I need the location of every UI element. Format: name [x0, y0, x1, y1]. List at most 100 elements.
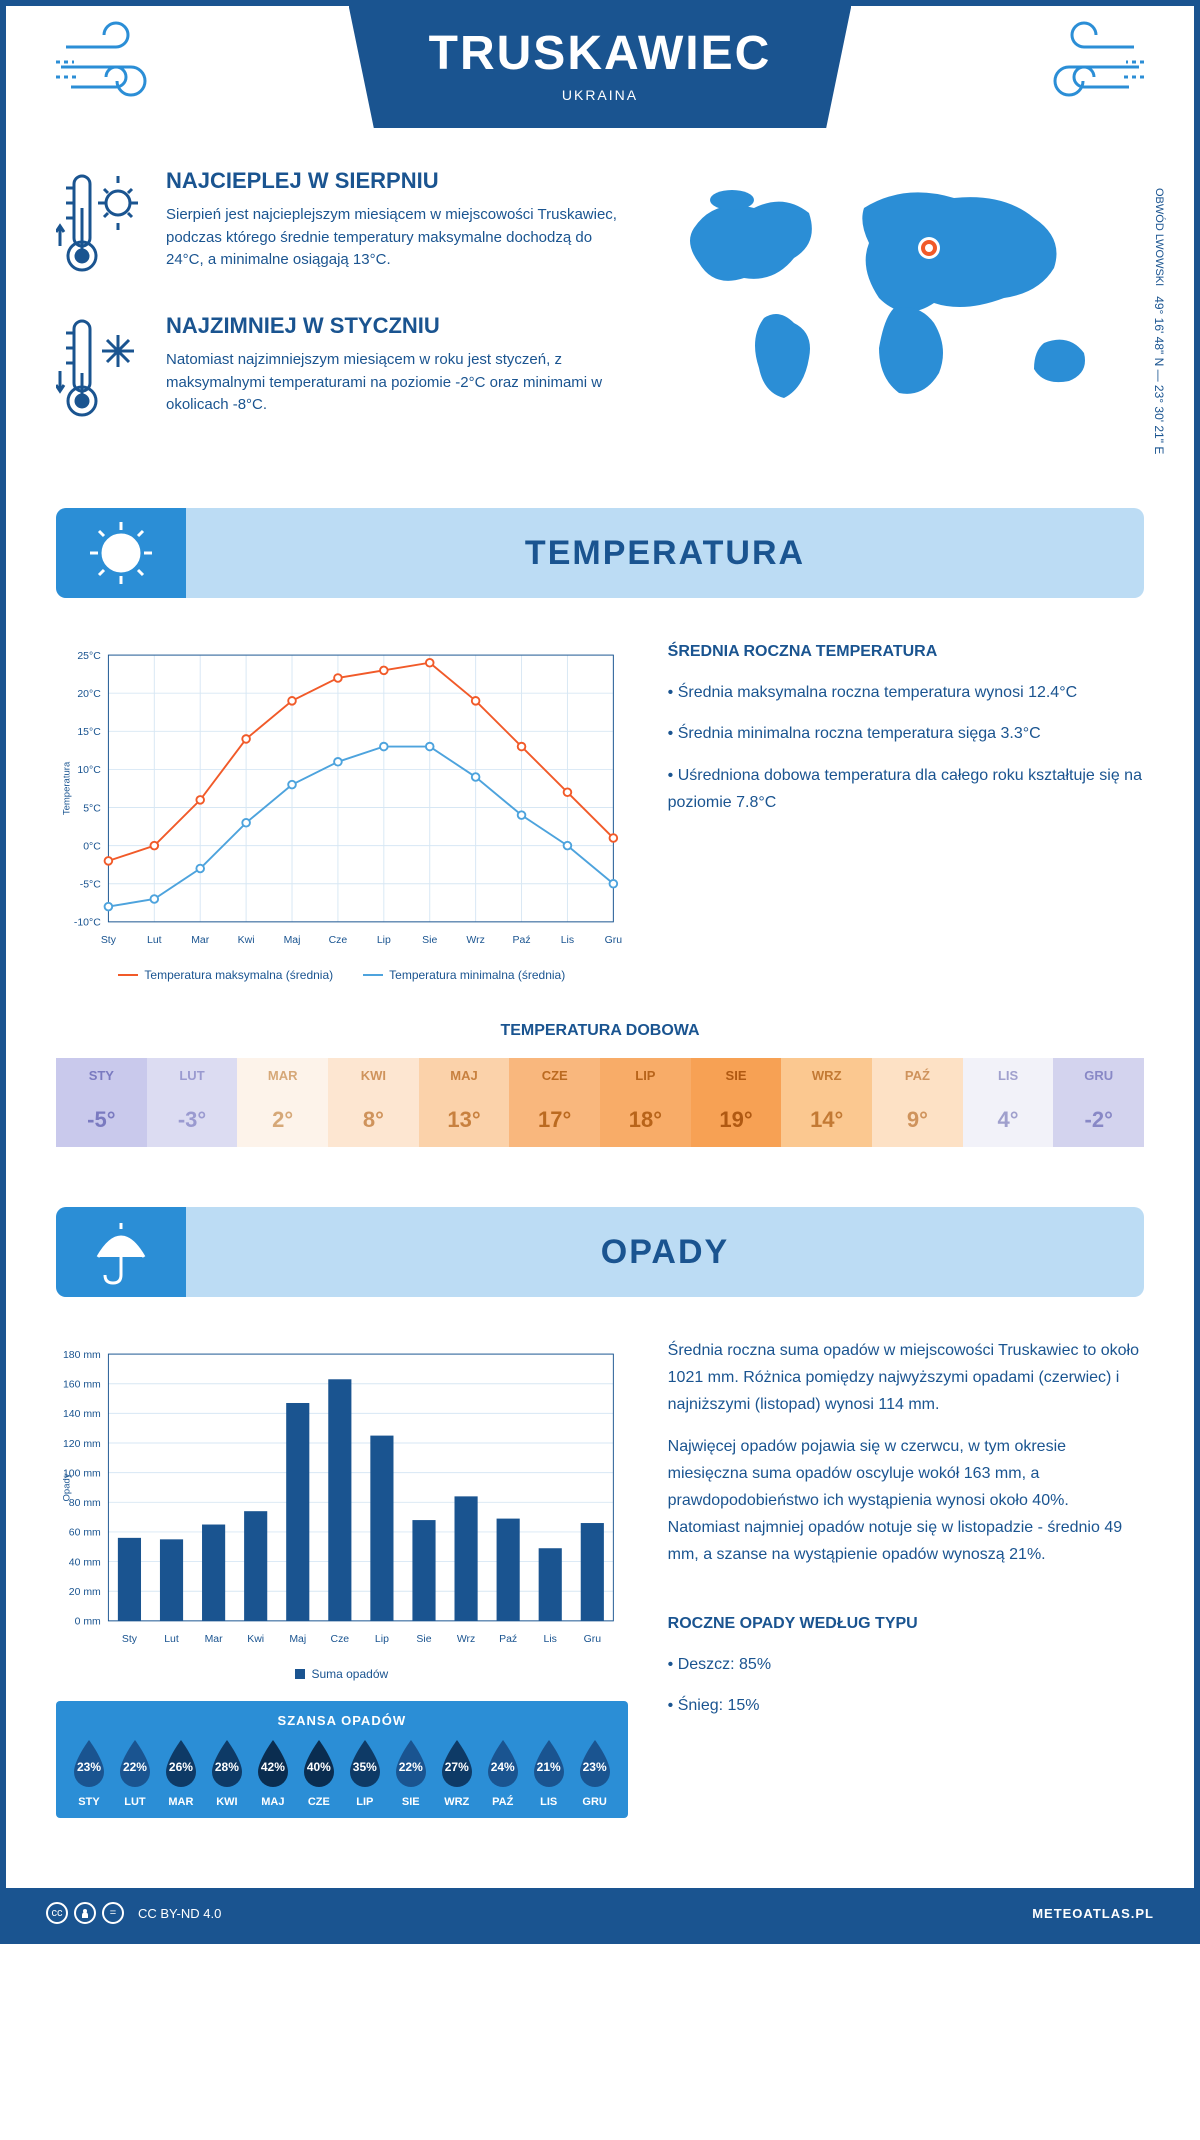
svg-text:Paź: Paź [513, 935, 531, 946]
chance-cell: 42%MAJ [250, 1738, 296, 1808]
chance-cell: 22%SIE [388, 1738, 434, 1808]
precip-chance-box: SZANSA OPADÓW 23%STY22%LUT26%MAR28%KWI42… [56, 1701, 628, 1818]
svg-text:140 mm: 140 mm [63, 1409, 101, 1420]
license-text: CC BY-ND 4.0 [138, 1906, 221, 1921]
thermometer-snow-icon [56, 313, 146, 428]
daily-cell: WRZ14° [781, 1058, 872, 1147]
footer: cc = CC BY-ND 4.0 METEOATLAS.PL [6, 1888, 1194, 1938]
title-banner: TRUSKAWIEC UKRAINA [349, 6, 852, 128]
svg-text:Gru: Gru [584, 1634, 602, 1645]
coldest-fact: NAJZIMNIEJ W STYCZNIU Natomiast najzimni… [56, 313, 624, 428]
svg-text:Maj: Maj [289, 1634, 306, 1645]
svg-text:Gru: Gru [605, 935, 623, 946]
svg-text:0 mm: 0 mm [75, 1617, 101, 1628]
chance-cell: 28%KWI [204, 1738, 250, 1808]
svg-text:10°C: 10°C [77, 765, 101, 776]
svg-text:0°C: 0°C [83, 841, 101, 852]
daily-cell: MAR2° [237, 1058, 328, 1147]
svg-text:Sty: Sty [101, 935, 117, 946]
warmest-fact: NAJCIEPLEJ W SIERPNIU Sierpień jest najc… [56, 168, 624, 283]
svg-text:180 mm: 180 mm [63, 1350, 101, 1361]
chance-cell: 35%LIP [342, 1738, 388, 1808]
daily-cell: CZE17° [509, 1058, 600, 1147]
cc-icon: cc [46, 1902, 68, 1924]
coldest-text: Natomiast najzimniejszym miesiącem w rok… [166, 349, 624, 417]
annual-temp-text: ŚREDNIA ROCZNA TEMPERATURA • Średnia mak… [668, 638, 1144, 982]
svg-text:Lis: Lis [561, 935, 574, 946]
coldest-title: NAJZIMNIEJ W STYCZNIU [166, 313, 624, 339]
svg-text:-10°C: -10°C [74, 918, 101, 929]
chance-cell: 26%MAR [158, 1738, 204, 1808]
svg-text:15°C: 15°C [77, 727, 101, 738]
city-name: TRUSKAWIEC [429, 26, 772, 81]
coordinates: OBWÓD LWOWSKI 49° 16' 48" N — 23° 30' 21… [1152, 188, 1166, 454]
svg-text:20°C: 20°C [77, 689, 101, 700]
svg-text:Temperatura: Temperatura [61, 761, 72, 815]
svg-text:Kwi: Kwi [247, 1634, 264, 1645]
svg-text:40 mm: 40 mm [69, 1557, 101, 1568]
svg-text:Mar: Mar [205, 1634, 224, 1645]
svg-text:160 mm: 160 mm [63, 1380, 101, 1391]
svg-text:Sie: Sie [416, 1634, 431, 1645]
chance-cell: 23%STY [66, 1738, 112, 1808]
daily-temp-title: TEMPERATURA DOBOWA [56, 1022, 1144, 1040]
warmest-title: NAJCIEPLEJ W SIERPNIU [166, 168, 624, 194]
warmest-text: Sierpień jest najcieplejszym miesiącem w… [166, 204, 624, 272]
svg-text:120 mm: 120 mm [63, 1439, 101, 1450]
svg-text:5°C: 5°C [83, 803, 101, 814]
svg-text:Kwi: Kwi [238, 935, 255, 946]
precip-text: Średnia roczna suma opadów w miejscowośc… [668, 1337, 1144, 1818]
svg-text:Cze: Cze [329, 935, 348, 946]
svg-text:Maj: Maj [284, 935, 301, 946]
wind-icon-right [1004, 17, 1144, 117]
daily-cell: GRU-2° [1053, 1058, 1144, 1147]
daily-cell: KWI8° [328, 1058, 419, 1147]
daily-cell: PAŹ9° [872, 1058, 963, 1147]
wind-icon-left [56, 17, 196, 117]
daily-cell: LUT-3° [147, 1058, 238, 1147]
sun-icon [56, 508, 186, 598]
svg-text:Wrz: Wrz [466, 935, 484, 946]
svg-text:Opady: Opady [61, 1473, 72, 1501]
svg-text:Lip: Lip [375, 1634, 389, 1645]
svg-text:60 mm: 60 mm [69, 1528, 101, 1539]
umbrella-icon [56, 1207, 186, 1297]
precip-chart-legend: Suma opadów [56, 1667, 628, 1681]
header: TRUSKAWIEC UKRAINA [56, 6, 1144, 128]
svg-text:Lis: Lis [544, 1634, 557, 1645]
svg-text:Lut: Lut [164, 1634, 179, 1645]
world-map: OBWÓD LWOWSKI 49° 16' 48" N — 23° 30' 21… [664, 168, 1144, 458]
chance-cell: 23%GRU [572, 1738, 618, 1808]
svg-text:Sie: Sie [422, 935, 437, 946]
chance-cell: 27%WRZ [434, 1738, 480, 1808]
precip-bar-chart: 0 mm20 mm40 mm60 mm80 mm100 mm120 mm140 … [56, 1337, 628, 1657]
svg-text:Sty: Sty [122, 1634, 138, 1645]
svg-text:Mar: Mar [191, 935, 210, 946]
svg-text:Wrz: Wrz [457, 1634, 475, 1645]
chance-cell: 24%PAŹ [480, 1738, 526, 1808]
daily-cell: MAJ13° [419, 1058, 510, 1147]
daily-cell: LIS4° [963, 1058, 1054, 1147]
svg-text:Cze: Cze [331, 1634, 350, 1645]
chance-cell: 22%LUT [112, 1738, 158, 1808]
svg-text:Paź: Paź [499, 1634, 517, 1645]
svg-text:20 mm: 20 mm [69, 1587, 101, 1598]
site-logo: METEOATLAS.PL [1032, 1906, 1154, 1921]
chance-cell: 21%LIS [526, 1738, 572, 1808]
daily-cell: SIE19° [691, 1058, 782, 1147]
temperature-line-chart: -10°C-5°C0°C5°C10°C15°C20°C25°CStyLutMar… [56, 638, 628, 958]
daily-temp-table: STY-5°LUT-3°MAR2°KWI8°MAJ13°CZE17°LIP18°… [56, 1058, 1144, 1147]
precip-title: OPADY [186, 1233, 1144, 1272]
svg-text:Lip: Lip [377, 935, 391, 946]
precip-section-header: OPADY [56, 1207, 1144, 1297]
temperature-section-header: TEMPERATURA [56, 508, 1144, 598]
license-icons: cc = CC BY-ND 4.0 [46, 1902, 221, 1924]
svg-text:Lut: Lut [147, 935, 162, 946]
nd-icon: = [102, 1902, 124, 1924]
thermometer-sun-icon [56, 168, 146, 283]
country-name: UKRAINA [429, 87, 772, 103]
daily-cell: LIP18° [600, 1058, 691, 1147]
chance-cell: 40%CZE [296, 1738, 342, 1808]
daily-cell: STY-5° [56, 1058, 147, 1147]
temp-chart-legend: Temperatura maksymalna (średnia) Tempera… [56, 968, 628, 982]
